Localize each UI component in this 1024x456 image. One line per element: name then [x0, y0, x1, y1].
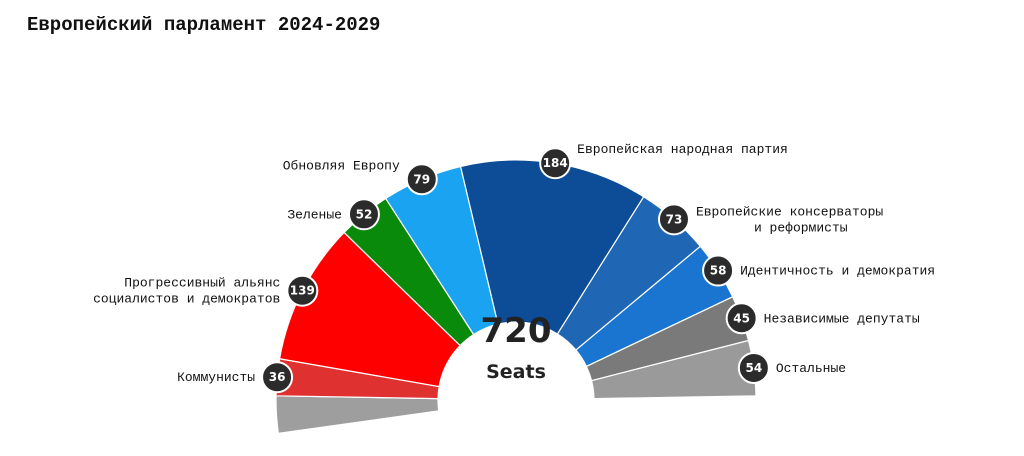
slice-label-1: Коммунисты: [177, 370, 255, 385]
chart-labels: Коммунисты Прогрессивный альянс социалисто…: [93, 142, 935, 385]
badge-circle: [702, 254, 735, 287]
slice-2: [278, 231, 461, 388]
badge-7: 58: [702, 254, 735, 287]
badge-6: 73: [657, 203, 690, 236]
chart-title: Европейский парламент 2024-2029: [27, 14, 381, 36]
badge-value: 58: [710, 264, 727, 278]
badge-4: 79: [405, 163, 438, 196]
slice-label-9: Остальные: [776, 361, 846, 376]
badge-circle: [737, 351, 770, 384]
center-total: 720 Seats: [481, 311, 552, 383]
slice-label-4: Обновляя Европу: [283, 158, 400, 173]
badge-circle: [725, 302, 758, 335]
badge-9: 54: [737, 351, 770, 384]
slice-label-5: Европейская народная партия: [577, 142, 788, 157]
total-seats-unit: Seats: [486, 361, 546, 383]
badge-value: 52: [356, 207, 373, 221]
badge-value: 139: [290, 284, 315, 298]
badge-value: 54: [745, 361, 762, 375]
badge-value: 45: [733, 311, 750, 325]
badge-value: 184: [543, 156, 568, 170]
badge-3: 52: [347, 198, 380, 231]
badge-value: 73: [666, 212, 683, 226]
badge-5: 184: [539, 147, 572, 180]
badge-circle: [657, 203, 690, 236]
badge-circle: [261, 361, 294, 394]
badge-value: 36: [269, 370, 286, 384]
badge-circle: [286, 274, 319, 307]
total-seats-value: 720: [481, 311, 552, 351]
slice-label-6: Европейские консерваторы и реформисты: [696, 204, 883, 235]
badge-circle: [405, 163, 438, 196]
badge-value: 79: [413, 172, 430, 186]
slice-unlabeled: [275, 395, 440, 435]
slice-label-8: Независимые депутаты: [764, 311, 920, 326]
badge-1: 36: [261, 361, 294, 394]
badge-circle: [347, 198, 380, 231]
slice-label-7: Идентичность и демократия: [740, 264, 935, 279]
slice-label-2: Прогрессивный альянс социалистов и демокр…: [93, 276, 280, 307]
slice-5: [459, 159, 645, 335]
slice-label-3: Зеленые: [287, 207, 342, 222]
badge-8: 45: [725, 302, 758, 335]
chart-badges: 36 139 52 79 184 73 58 45 54: [261, 147, 770, 394]
chart-slices: [275, 159, 757, 435]
badge-circle: [539, 147, 572, 180]
badge-2: 139: [286, 274, 319, 307]
